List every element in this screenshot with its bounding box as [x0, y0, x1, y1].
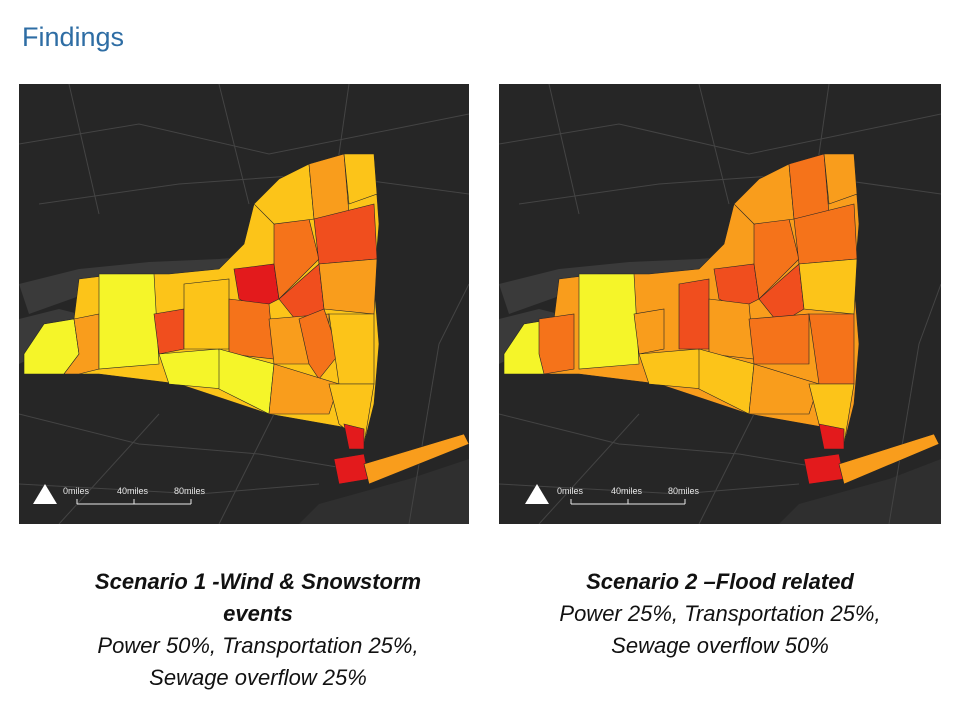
region-clinton [823, 153, 858, 205]
scenario-2-map: 0miles 40miles 80miles [499, 84, 941, 524]
new-york-state [23, 153, 469, 485]
scale-label-40: 40miles [117, 486, 149, 496]
region-warren [798, 258, 858, 315]
scenario-1-heading: Scenario 1 -Wind & Snowstorm events [94, 569, 422, 626]
region-finger-lakes [633, 308, 665, 355]
region-nyc [333, 453, 370, 485]
ocean [779, 459, 941, 524]
region-long-island [838, 433, 940, 485]
region-clinton [343, 153, 378, 205]
region-finger-lakes [153, 308, 185, 355]
scale-label-80: 80miles [668, 486, 700, 496]
scenario-2-caption: Scenario 2 –Flood related Power 25%, Tra… [520, 566, 920, 662]
region-madison [708, 298, 755, 360]
region-franklin [788, 153, 830, 220]
region-delaware [268, 363, 340, 415]
region-westchester [343, 423, 365, 450]
road-network [499, 84, 941, 524]
region-southern-tier [158, 348, 225, 390]
region-central [678, 278, 710, 350]
region-delaware [748, 363, 820, 415]
scale-label-40: 40miles [611, 486, 643, 496]
scale-bar: 0miles 40miles 80miles [557, 486, 700, 505]
scenario-2-heading: Scenario 2 –Flood related [586, 569, 854, 594]
region-central [183, 278, 230, 350]
region-rochester [98, 273, 160, 370]
scale-bar: 0miles 40miles 80miles [63, 486, 206, 505]
north-arrow-icon [525, 484, 549, 504]
region-otsego [748, 313, 810, 365]
region-franklin [308, 153, 350, 220]
scenario-1-weights: Power 50%, Transportation 25%, Sewage ov… [97, 633, 419, 690]
scenario-2-map-svg: 0miles 40miles 80miles [499, 84, 941, 524]
scale-label-80: 80miles [174, 486, 206, 496]
region-rochester [578, 273, 640, 370]
new-york-state [503, 153, 940, 485]
region-warren [318, 258, 378, 315]
ocean [299, 459, 469, 524]
region-schoharie [298, 308, 340, 380]
scenario-1-caption: Scenario 1 -Wind & Snowstorm events Powe… [88, 566, 428, 694]
region-buffalo [538, 313, 575, 375]
slide-title: Findings [22, 22, 125, 52]
region-westchester [818, 423, 845, 450]
region-southern-tier [638, 348, 705, 390]
scenario-1-map: 0miles 40miles 80miles [19, 84, 469, 524]
road-network [19, 84, 469, 524]
region-long-island [363, 433, 469, 485]
scale-label-0: 0miles [557, 486, 584, 496]
region-madison [228, 298, 275, 360]
region-nyc [803, 453, 845, 485]
scenario-2-weights: Power 25%, Transportation 25%, Sewage ov… [559, 601, 881, 658]
north-arrow-icon [33, 484, 57, 504]
scenario-1-map-svg: 0miles 40miles 80miles [19, 84, 469, 524]
scale-label-0: 0miles [63, 486, 90, 496]
